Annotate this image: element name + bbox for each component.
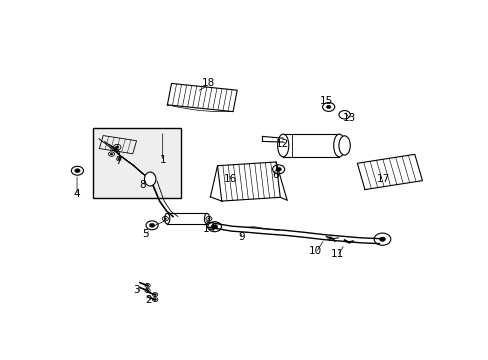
Circle shape xyxy=(146,289,148,291)
Text: 16: 16 xyxy=(224,174,237,184)
Bar xyxy=(93,128,180,198)
Ellipse shape xyxy=(144,172,156,186)
Circle shape xyxy=(115,146,119,148)
Circle shape xyxy=(75,169,80,173)
Text: 7: 7 xyxy=(115,156,122,166)
Circle shape xyxy=(379,237,385,242)
Text: 9: 9 xyxy=(238,232,244,242)
Ellipse shape xyxy=(204,213,209,224)
Circle shape xyxy=(146,285,148,286)
Circle shape xyxy=(164,218,166,220)
Polygon shape xyxy=(283,134,339,157)
Text: 8: 8 xyxy=(139,180,145,190)
Circle shape xyxy=(326,105,330,109)
Ellipse shape xyxy=(333,134,344,157)
Ellipse shape xyxy=(338,111,349,119)
Text: 15: 15 xyxy=(319,96,332,107)
Ellipse shape xyxy=(338,136,349,155)
Polygon shape xyxy=(99,136,136,154)
Text: 14: 14 xyxy=(203,224,216,234)
Polygon shape xyxy=(217,162,280,201)
Text: 6: 6 xyxy=(272,170,278,180)
Text: 4: 4 xyxy=(74,189,80,199)
Circle shape xyxy=(154,294,156,296)
Circle shape xyxy=(211,225,217,229)
Text: 3: 3 xyxy=(133,285,139,296)
Ellipse shape xyxy=(277,134,288,157)
Text: 12: 12 xyxy=(275,139,288,149)
Polygon shape xyxy=(167,213,206,224)
Circle shape xyxy=(149,223,155,227)
Polygon shape xyxy=(357,154,422,190)
Circle shape xyxy=(328,238,330,239)
Text: 11: 11 xyxy=(330,249,344,260)
Text: 10: 10 xyxy=(308,246,322,256)
Circle shape xyxy=(154,299,156,301)
Circle shape xyxy=(275,167,281,171)
Ellipse shape xyxy=(164,213,169,224)
Text: 13: 13 xyxy=(343,113,356,123)
Text: 1: 1 xyxy=(159,155,165,165)
Circle shape xyxy=(207,218,210,220)
Text: 5: 5 xyxy=(142,229,148,239)
Text: 18: 18 xyxy=(201,78,214,89)
Circle shape xyxy=(118,158,120,160)
Circle shape xyxy=(110,153,113,155)
Text: 2: 2 xyxy=(144,294,151,305)
Text: 17: 17 xyxy=(376,174,389,184)
Polygon shape xyxy=(167,84,237,112)
